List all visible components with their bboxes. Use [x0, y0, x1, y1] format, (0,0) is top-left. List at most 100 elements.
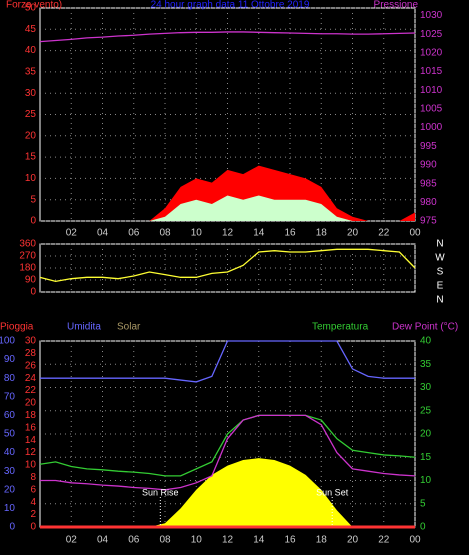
- y2-label: Temperatura: [312, 322, 369, 333]
- tick-label: 40: [25, 45, 37, 56]
- tick-label: 50: [4, 429, 16, 440]
- tick-label: 360: [19, 239, 36, 250]
- tick-label: 26: [25, 360, 37, 371]
- x-tick-label: 06: [128, 535, 140, 546]
- x-tick-label: 20: [347, 228, 359, 239]
- tick-label: 30: [4, 466, 16, 477]
- annotation: Sun Rise: [142, 487, 179, 497]
- tick-label: 30: [420, 382, 432, 393]
- x-tick-label: 08: [159, 535, 171, 546]
- tick-label: 10: [25, 173, 37, 184]
- x-tick-label: 18: [316, 228, 328, 239]
- tick-label: 80: [4, 373, 16, 384]
- x-tick-label: 00: [409, 535, 421, 546]
- tick-label: 1010: [420, 85, 443, 96]
- solar-label: Solar: [117, 322, 141, 333]
- x-tick-label: 18: [316, 535, 328, 546]
- tick-label: 0: [9, 522, 15, 533]
- x-tick-label: 12: [222, 228, 234, 239]
- tick-label: 995: [420, 141, 437, 152]
- tick-label: 975: [420, 216, 437, 227]
- tick-label: 25: [420, 405, 432, 416]
- series-area: [40, 458, 415, 527]
- series-line: [40, 340, 415, 383]
- tick-label: 16: [25, 422, 37, 433]
- y2-label: Pressione: [374, 0, 419, 11]
- tick-label: 40: [420, 336, 432, 347]
- tick-label: 5: [30, 194, 36, 205]
- tick-label: 24: [25, 373, 37, 384]
- tick-label: 1025: [420, 29, 443, 40]
- tick-label: 35: [25, 67, 37, 78]
- tick-label: 180: [19, 263, 36, 274]
- tick-label: 2: [30, 509, 36, 520]
- tick-label: 20: [25, 398, 37, 409]
- tick-label: 4: [30, 497, 36, 508]
- x-tick-label: 08: [159, 228, 171, 239]
- tick-label: 60: [4, 410, 16, 421]
- tick-label: 40: [4, 447, 16, 458]
- tick-label: 10: [420, 475, 432, 486]
- tick-label: 15: [25, 152, 37, 163]
- tick-label: 8: [30, 472, 36, 483]
- x-tick-label: 02: [66, 535, 78, 546]
- tick-label: 1000: [420, 122, 443, 133]
- tick-label: 0: [30, 522, 36, 533]
- x-tick-label: 04: [97, 228, 109, 239]
- tick-label: 0: [30, 216, 36, 227]
- tick-label: 14: [25, 435, 37, 446]
- tick-label: 90: [25, 275, 37, 286]
- tick-label: 0: [30, 287, 36, 298]
- tick-label: 20: [4, 484, 16, 495]
- tick-label: 1020: [420, 47, 443, 58]
- tick-label: 10: [4, 503, 16, 514]
- tick-label: W: [435, 253, 445, 264]
- tick-label: 28: [25, 348, 37, 359]
- x-tick-label: 22: [378, 535, 390, 546]
- x-tick-label: 02: [66, 228, 78, 239]
- series-line: [39, 31, 416, 43]
- tick-label: 22: [25, 385, 37, 396]
- tick-label: N: [436, 295, 443, 306]
- tick-label: 6: [30, 484, 36, 495]
- x-tick-label: 06: [128, 228, 140, 239]
- tick-label: 35: [420, 359, 432, 370]
- tick-label: 25: [25, 109, 37, 120]
- tick-label: N: [436, 239, 443, 250]
- x-tick-label: 00: [409, 228, 421, 239]
- series-line: [39, 414, 416, 477]
- chart-title: 24 hour graph data 11 Ottobre 2019: [151, 0, 310, 11]
- tick-label: 5: [420, 498, 426, 509]
- tick-label: 30: [25, 336, 37, 347]
- tick-label: 70: [4, 391, 16, 402]
- y-label: Forza vento): [6, 0, 62, 11]
- tick-label: 12: [25, 447, 37, 458]
- x-tick-label: 16: [284, 535, 296, 546]
- x-tick-label: 12: [222, 535, 234, 546]
- tick-label: 30: [25, 88, 37, 99]
- tick-label: 985: [420, 178, 437, 189]
- tick-label: 20: [25, 130, 37, 141]
- tick-label: 45: [25, 24, 37, 35]
- tick-label: E: [437, 281, 444, 292]
- tick-label: 1005: [420, 104, 443, 115]
- x-tick-label: 20: [347, 535, 359, 546]
- tick-label: 50: [25, 3, 37, 14]
- tick-label: 18: [25, 410, 37, 421]
- humidity-label: Umidita: [67, 322, 101, 333]
- annotation: Sun Set: [316, 487, 349, 497]
- tick-label: 100: [0, 336, 15, 347]
- tick-label: 20: [420, 429, 432, 440]
- tick-label: 990: [420, 160, 437, 171]
- series-area: [40, 195, 415, 221]
- y-label: Pioggia: [0, 322, 34, 333]
- tick-label: 0: [420, 522, 426, 533]
- tick-label: 1030: [420, 10, 443, 21]
- x-tick-label: 10: [191, 535, 203, 546]
- x-tick-label: 22: [378, 228, 390, 239]
- tick-label: S: [437, 267, 444, 278]
- tick-label: 980: [420, 197, 437, 208]
- tick-label: 270: [19, 251, 36, 262]
- x-tick-label: 14: [253, 228, 265, 239]
